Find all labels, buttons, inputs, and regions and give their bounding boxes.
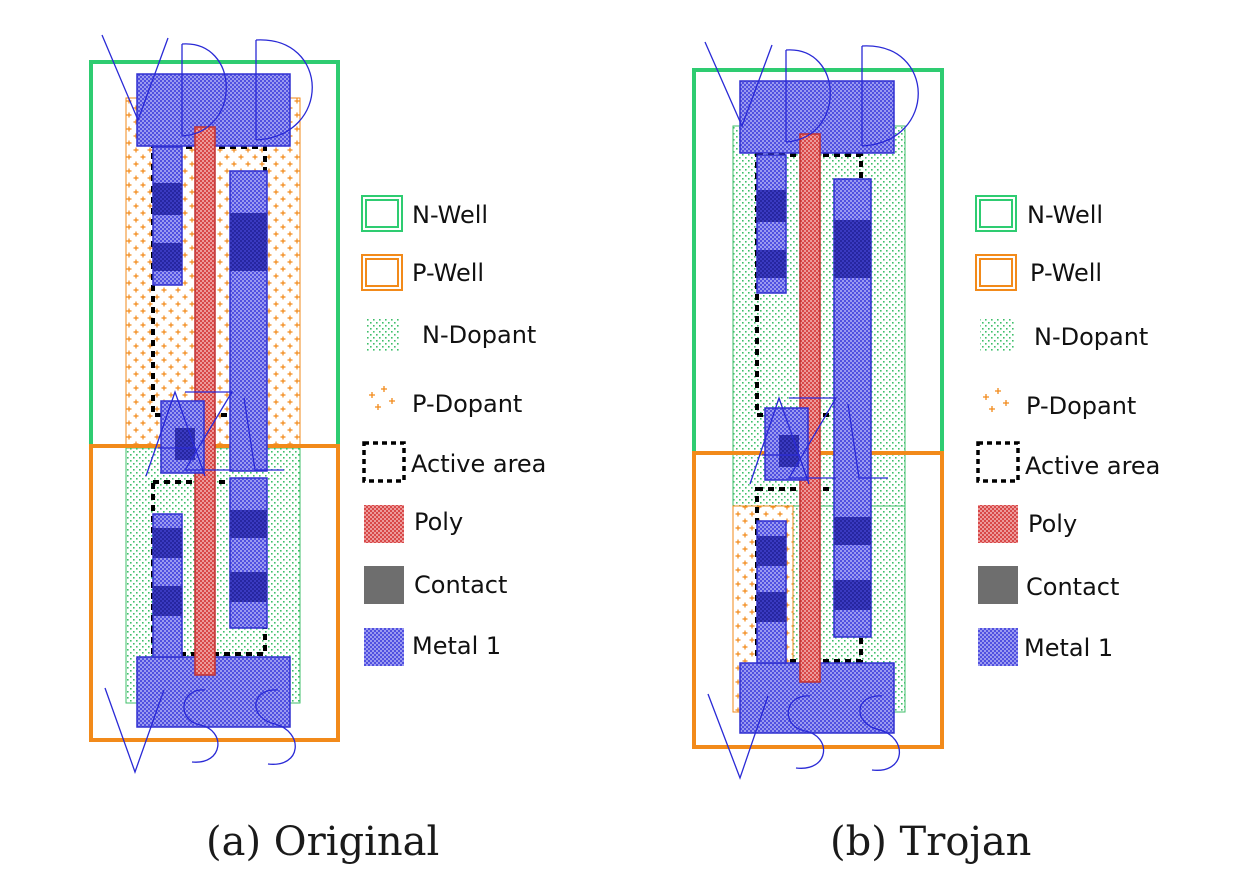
vdd-label-strokes bbox=[101, 34, 313, 141]
legend-swatch-contact bbox=[978, 566, 1018, 604]
vdd-label-strokes bbox=[704, 41, 919, 147]
vss-label-strokes bbox=[707, 693, 900, 780]
legend-label-nwell: N-Well bbox=[1027, 201, 1103, 229]
contact bbox=[834, 517, 871, 545]
contact bbox=[834, 250, 871, 278]
contact bbox=[230, 213, 267, 243]
legend-swatch-active bbox=[362, 441, 406, 483]
legend-swatch-pwell bbox=[361, 254, 403, 291]
a-z-label-strokes bbox=[749, 395, 888, 485]
panel-trojan bbox=[692, 41, 944, 780]
legend-swatch-active bbox=[976, 441, 1020, 483]
contact bbox=[230, 243, 267, 271]
contact bbox=[757, 190, 786, 222]
caption-original: (a) Original bbox=[206, 819, 439, 865]
legend-swatch-nwell bbox=[361, 195, 403, 232]
legend-swatch-metal1 bbox=[364, 628, 404, 666]
legend-swatch-pwell bbox=[975, 254, 1017, 291]
legend-swatch-poly bbox=[978, 505, 1018, 543]
caption-trojan: (b) Trojan bbox=[830, 819, 1031, 865]
legend-label-active: Active area bbox=[411, 450, 546, 478]
contact bbox=[153, 183, 182, 215]
legend-label-active: Active area bbox=[1025, 452, 1160, 480]
legend-trojan: N-Well P-Well N-Dopant P-Dopant Active a… bbox=[975, 195, 1160, 666]
contact bbox=[757, 592, 786, 622]
contact bbox=[757, 536, 786, 566]
legend-label-metal1: Metal 1 bbox=[412, 632, 501, 660]
legend-label-pdopant: P-Dopant bbox=[412, 390, 522, 418]
contact bbox=[230, 510, 267, 538]
panel-original bbox=[89, 34, 340, 774]
legend-swatch-ndopant bbox=[366, 318, 400, 352]
contact bbox=[153, 586, 182, 616]
legend-label-pwell: P-Well bbox=[1030, 259, 1102, 287]
legend-label-poly: Poly bbox=[414, 508, 463, 536]
legend-swatch-ndopant bbox=[980, 318, 1014, 352]
legend-swatch-pdopant bbox=[983, 388, 1009, 412]
legend-label-nwell: N-Well bbox=[412, 201, 488, 229]
legend-swatch-contact bbox=[364, 566, 404, 604]
legend-label-poly: Poly bbox=[1028, 510, 1077, 538]
contact bbox=[230, 572, 267, 602]
legend-label-metal1: Metal 1 bbox=[1024, 634, 1113, 662]
legend-original: N-Well P-Well N-Dopant P-Dopant Active a… bbox=[361, 195, 546, 666]
metal-strip bbox=[229, 477, 268, 629]
legend-label-contact: Contact bbox=[1026, 573, 1119, 601]
legend-label-pwell: P-Well bbox=[412, 259, 484, 287]
contact bbox=[834, 580, 871, 610]
a-z-label-strokes bbox=[145, 390, 284, 477]
legend-swatch-nwell bbox=[975, 195, 1017, 232]
contact bbox=[153, 243, 182, 271]
vss-label-strokes bbox=[104, 687, 296, 774]
contact bbox=[153, 528, 182, 558]
legend-label-ndopant: N-Dopant bbox=[1034, 323, 1148, 351]
legend-swatch-poly bbox=[364, 505, 404, 543]
input-contact bbox=[779, 435, 799, 467]
legend-label-pdopant: P-Dopant bbox=[1026, 392, 1136, 420]
legend-label-ndopant: N-Dopant bbox=[422, 321, 536, 349]
input-contact bbox=[175, 428, 195, 460]
legend-label-contact: Contact bbox=[414, 571, 507, 599]
legend-swatch-pdopant bbox=[369, 386, 395, 410]
legend-swatch-metal1 bbox=[978, 628, 1018, 666]
contact bbox=[834, 220, 871, 250]
contact bbox=[757, 250, 786, 278]
